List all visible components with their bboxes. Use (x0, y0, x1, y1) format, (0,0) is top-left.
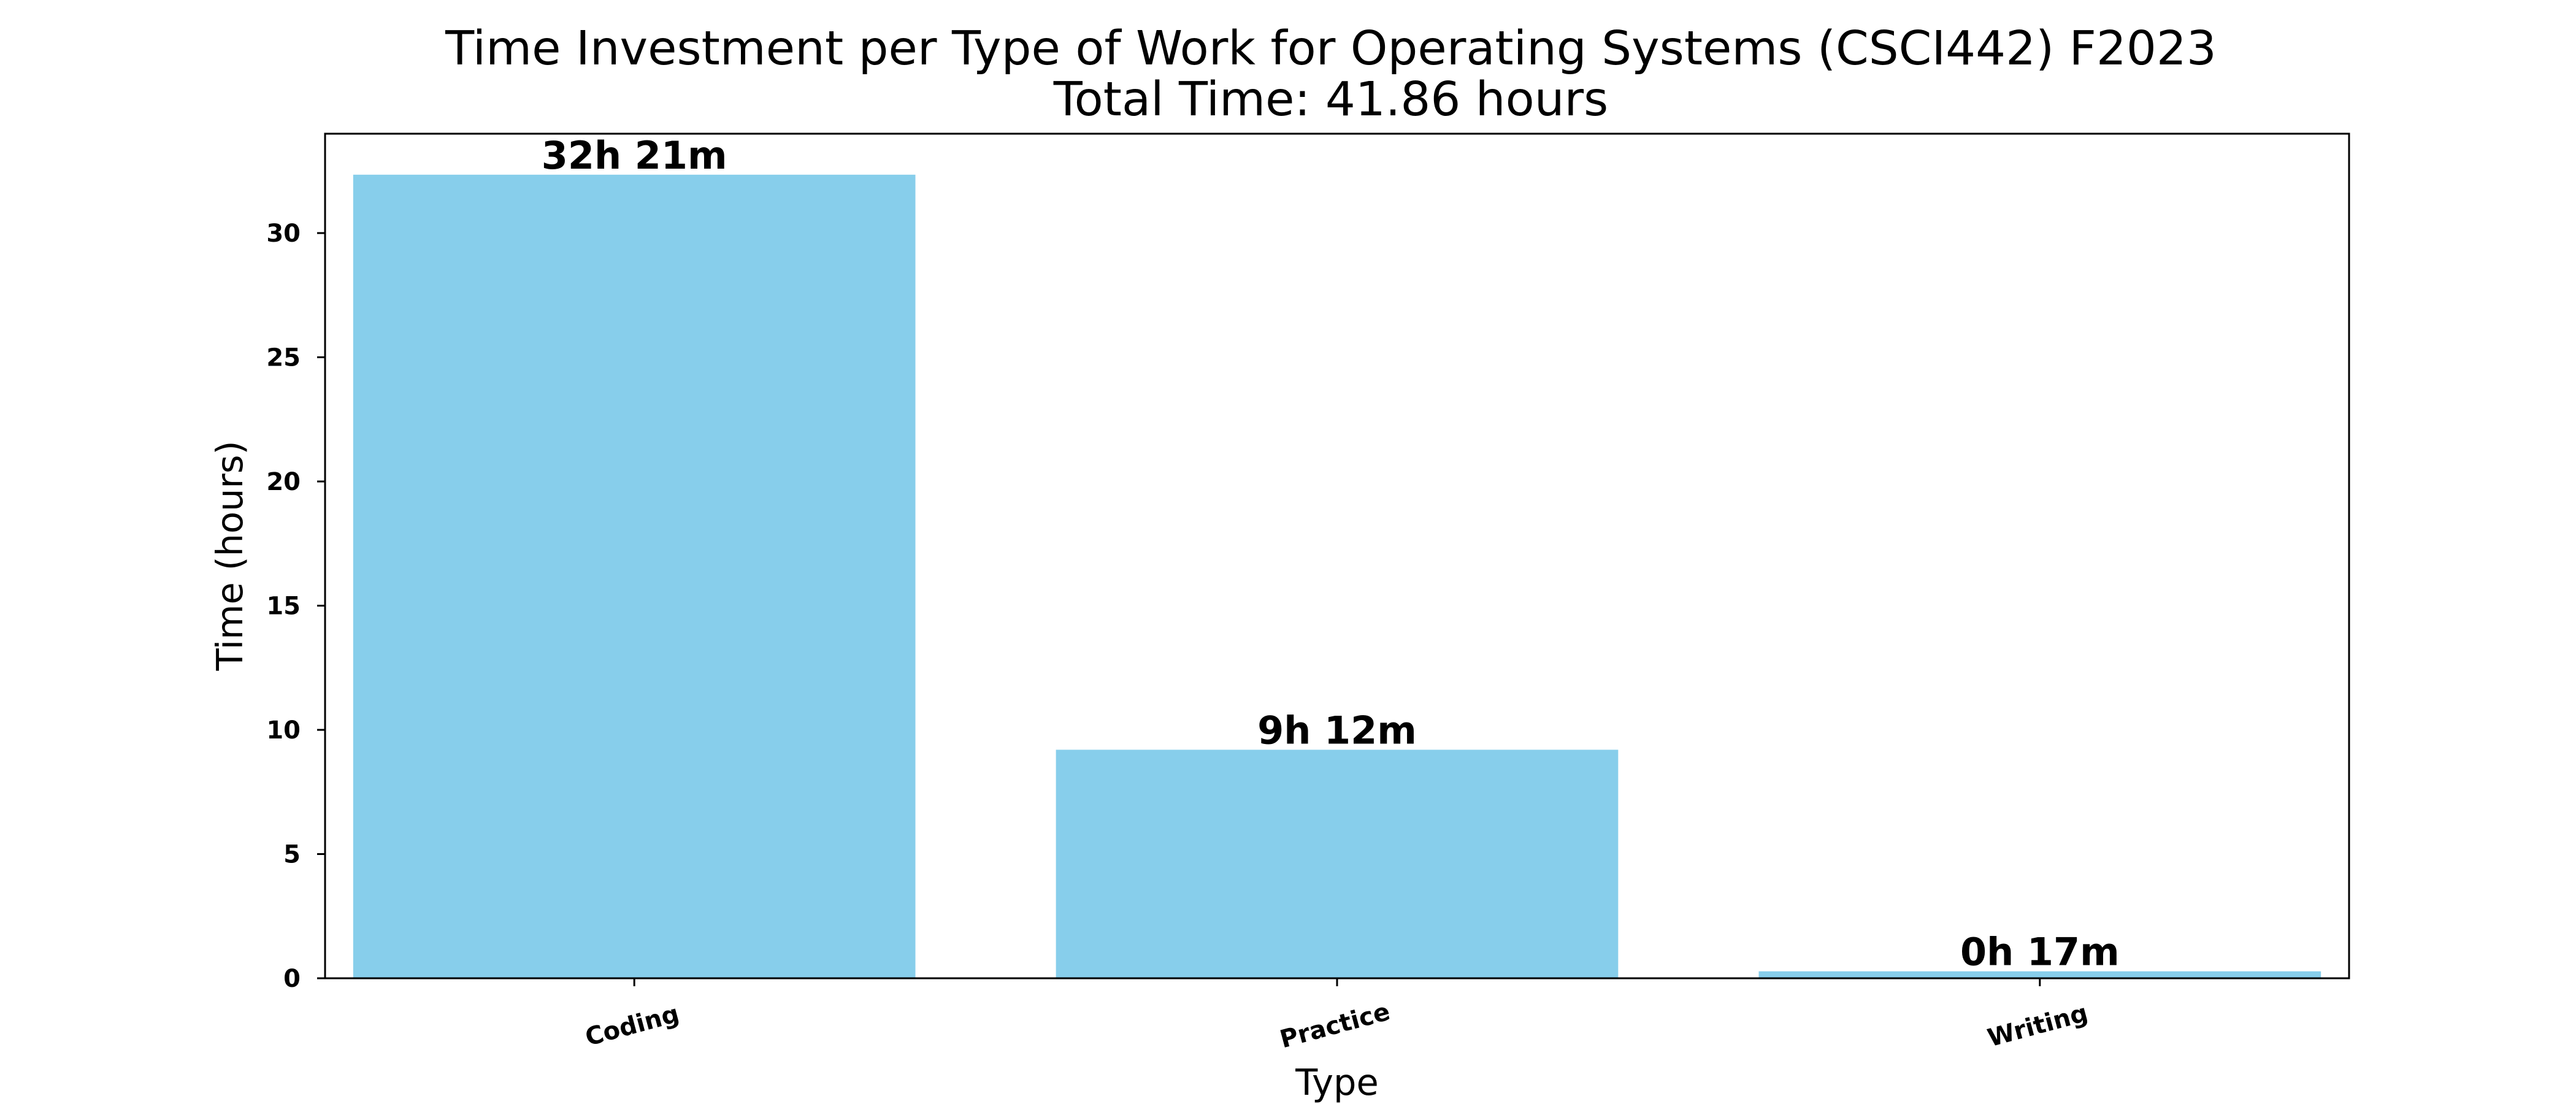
y-tick-label: 15 (266, 592, 301, 621)
bar-coding (353, 174, 916, 979)
y-tick-label: 10 (266, 716, 301, 745)
bar-value-label: 0h 17m (1960, 930, 2120, 975)
y-tick-label: 30 (266, 220, 301, 248)
x-axis-label: Type (1295, 1061, 1379, 1103)
y-tick-label: 25 (266, 344, 301, 372)
bar-writing (1758, 971, 2321, 978)
y-tick-label: 5 (283, 841, 301, 869)
y-axis-label: Time (hours) (209, 440, 251, 671)
bar-value-label: 32h 21m (542, 133, 727, 178)
bar-value-label: 9h 12m (1257, 708, 1417, 753)
bars-layer (353, 174, 2321, 979)
y-axis-ticks: 0 5 10 15 20 25 30 (266, 220, 325, 993)
chart-subtitle: Total Time: 41.86 hours (1053, 72, 1609, 127)
bar-practice (1056, 749, 1619, 978)
y-tick-label: 20 (266, 468, 301, 496)
chart-title: Time Investment per Type of Work for Ope… (445, 21, 2217, 76)
y-tick-label: 0 (283, 965, 301, 993)
plot-area-frame (324, 132, 2350, 979)
bar-value-labels: 32h 21m 9h 12m 0h 17m (542, 133, 2120, 975)
